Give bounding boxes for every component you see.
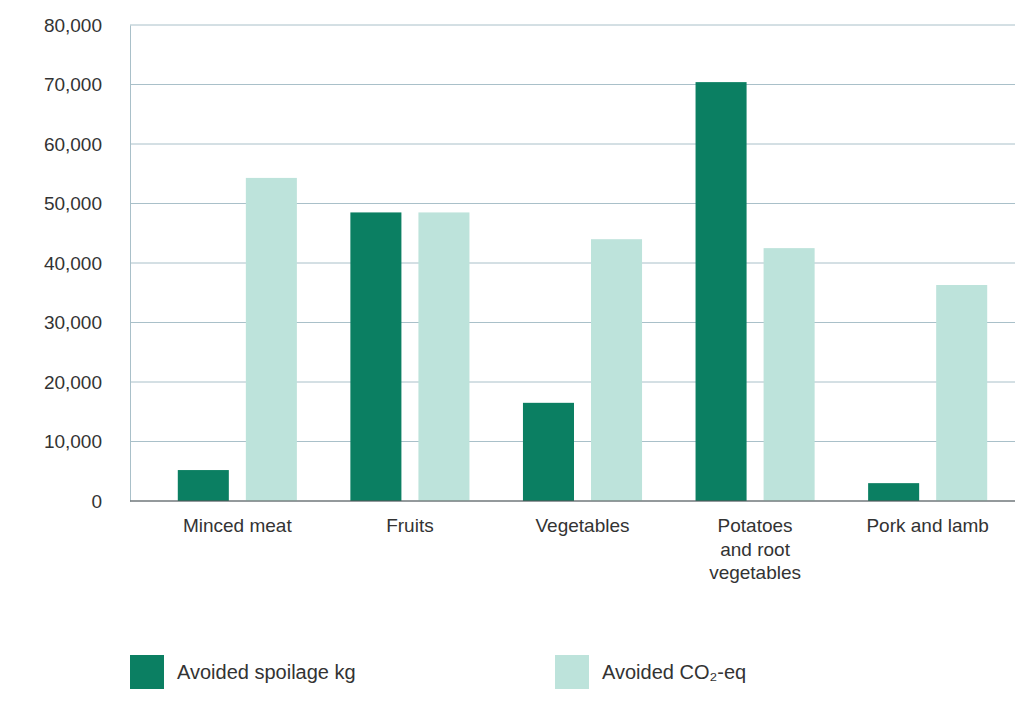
legend-item: Avoided CO₂-eq (555, 655, 746, 689)
x-axis-line (130, 501, 1015, 502)
y-tick-label: 80,000 (44, 15, 102, 36)
bar (764, 248, 815, 501)
y-tick: 0 (91, 491, 130, 512)
legend-label: Avoided spoilage kg (177, 661, 356, 683)
y-tick: 70,000 (44, 74, 130, 95)
y-tick-label: 70,000 (44, 74, 102, 95)
bar (350, 212, 401, 501)
grid-line (130, 84, 1015, 85)
y-tick-label: 30,000 (44, 312, 102, 333)
y-tick-label: 20,000 (44, 372, 102, 393)
series (246, 178, 987, 501)
bar (696, 82, 747, 501)
legend: Avoided spoilage kg Avoided CO₂-eq (130, 655, 746, 689)
y-tick-label: 10,000 (44, 431, 102, 452)
chart: 0 10,000 20,000 30,000 40,000 50,000 60,000 70,… (0, 0, 1024, 706)
bar (418, 212, 469, 501)
x-tick-label: Pork and lamb (866, 515, 989, 536)
y-tick: 50,000 (44, 193, 130, 214)
y-tick-label: 50,000 (44, 193, 102, 214)
bars (178, 82, 987, 501)
grid (130, 25, 1015, 501)
y-tick: 80,000 (44, 15, 130, 36)
grid-line (130, 501, 1015, 502)
bar (868, 483, 919, 501)
x-tick: Minced meat (183, 501, 292, 536)
grid-line (130, 144, 1015, 145)
y-tick: 30,000 (44, 312, 130, 333)
x-tick-label: Potatoesand rootvegetables (709, 515, 801, 582)
bar (178, 470, 229, 501)
y-tick-label: 0 (91, 491, 102, 512)
legend-swatch (130, 655, 164, 689)
y-axis: 0 10,000 20,000 30,000 40,000 50,000 60,000 70,… (44, 15, 131, 512)
x-tick-label: Fruits (386, 515, 434, 536)
series (178, 82, 919, 501)
bar (246, 178, 297, 501)
bar (591, 239, 642, 501)
y-tick-label: 60,000 (44, 134, 102, 155)
x-axis: Minced meat Fruits Vegetables Potatoesand r… (130, 501, 1015, 583)
x-tick-label: Minced meat (183, 515, 292, 536)
y-tick: 40,000 (44, 253, 130, 274)
legend-swatch (555, 655, 589, 689)
bar (523, 403, 574, 501)
y-tick-label: 40,000 (44, 253, 102, 274)
x-tick: Vegetables (535, 501, 629, 536)
legend-item: Avoided spoilage kg (130, 655, 356, 689)
x-tick: Fruits (386, 501, 434, 536)
bar (936, 285, 987, 501)
x-tick: Pork and lamb (866, 501, 989, 536)
legend-label: Avoided CO₂-eq (602, 661, 746, 683)
y-tick: 10,000 (44, 431, 130, 452)
x-tick-label: Vegetables (535, 515, 629, 536)
y-axis-line (130, 26, 131, 502)
grid-line (130, 25, 1015, 26)
y-tick: 60,000 (44, 134, 130, 155)
x-tick: Potatoesand rootvegetables (709, 501, 801, 583)
y-tick: 20,000 (44, 372, 130, 393)
